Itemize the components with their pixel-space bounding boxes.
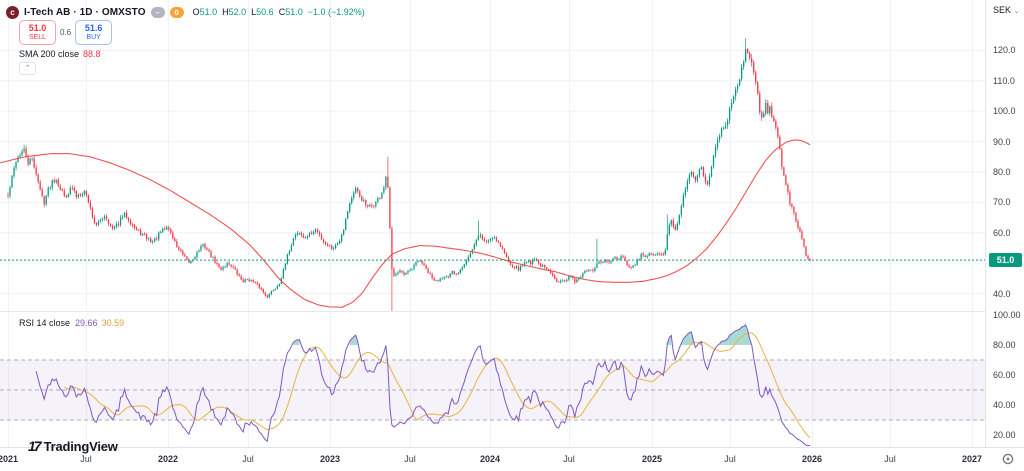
price-tick-label: 70.0 <box>993 197 1011 208</box>
rsi-tick-label: 20.00 <box>993 430 1016 440</box>
sma-legend[interactable]: SMA 200 close 88.8 <box>19 49 101 59</box>
time-tick-month: Jul <box>404 454 416 464</box>
currency-selector[interactable]: SEK ⌄ <box>993 5 1019 15</box>
time-tick-year: 2026 <box>801 454 823 464</box>
ohlc-item: C51.0 <box>278 7 303 17</box>
sell-button[interactable]: 51.0 SELL <box>19 20 56 45</box>
time-tick-year: 2023 <box>319 454 341 464</box>
ohlc-item: O51.0 <box>192 7 218 17</box>
spread-value: 0.6 <box>60 28 72 37</box>
price-tick-label: 110.0 <box>993 75 1015 86</box>
symbol-title[interactable]: I-Tech AB · 1D · OMXSTO <box>24 6 146 18</box>
price-tick-label: 40.0 <box>993 288 1011 299</box>
chevron-up-icon: ⌃ <box>24 65 31 72</box>
rsi-line <box>35 324 810 446</box>
time-tick-month: Jul <box>80 454 92 464</box>
change-value: −1.0 (−1.92%) <box>307 7 365 17</box>
collapse-legend-button[interactable]: ⌃ <box>19 62 36 75</box>
tradingview-mark-icon: 17 <box>28 438 42 454</box>
symbol-legend: c I-Tech AB · 1D · OMXSTO – 0 O51.0 H52.0… <box>6 3 365 21</box>
time-tick-year: 2027 <box>961 454 983 464</box>
rsi-tick-label: 80.00 <box>993 340 1016 350</box>
sma-label: SMA 200 close <box>19 49 80 59</box>
time-tick-year: 2025 <box>641 454 663 464</box>
rsi-ma-value: 30.59 <box>101 318 125 328</box>
sell-price: 51.0 <box>28 22 47 33</box>
ohlc-item: H52.0 <box>222 7 247 17</box>
gear-icon[interactable] <box>1001 452 1015 466</box>
trade-panel: 51.0 SELL 0.6 51.6 BUY <box>19 20 113 45</box>
chart-canvas[interactable] <box>0 0 985 447</box>
rsi-tick-label: 40.00 <box>993 400 1016 410</box>
rsi-label: RSI 14 close <box>19 318 71 328</box>
time-tick-month: Jul <box>242 454 254 464</box>
time-tick-year: 2024 <box>479 454 501 464</box>
sma-line <box>0 139 811 308</box>
time-tick-year: 2021 <box>0 454 19 464</box>
price-tick-label: 60.0 <box>993 227 1011 238</box>
buy-button[interactable]: 51.6 BUY <box>75 20 113 45</box>
ohlc-values: O51.0 H52.0 L50.6 C51.0 <box>193 7 303 17</box>
symbol-logo-icon: c <box>6 5 19 19</box>
rsi-tick-label: 100.00 <box>993 310 1021 320</box>
chevron-down-icon: ⌄ <box>1013 8 1020 15</box>
sma-value: 88.8 <box>83 49 101 59</box>
time-axis[interactable]: 2021 Jul 2022 Jul 2023 Jul 2024 Jul 2025 Jul 2026 J… <box>0 447 1024 471</box>
rsi-value: 29.66 <box>75 318 98 328</box>
last-price-badge: 51.0 <box>989 253 1022 268</box>
price-tick-label: 100.0 <box>993 106 1016 117</box>
minus-badge-icon[interactable]: – <box>150 6 165 18</box>
time-tick-month: Jul <box>563 454 575 464</box>
price-tick-label: 120.0 <box>993 45 1016 56</box>
rsi-legend[interactable]: RSI 14 close 29.66 30.59 <box>19 318 124 328</box>
time-tick-month: Jul <box>724 454 736 464</box>
time-tick-year: 2022 <box>157 454 179 464</box>
buy-label: BUY <box>86 33 101 41</box>
sell-label: SELL <box>28 33 47 41</box>
ohlc-item: L50.6 <box>251 7 274 17</box>
buy-price: 51.6 <box>84 22 103 33</box>
price-tick-label: 90.0 <box>993 136 1011 147</box>
count-badge[interactable]: 0 <box>169 6 184 18</box>
price-axis[interactable]: SEK ⌄ 51.0 120.0 110.0 100.0 90.0 80.0 70.0 60… <box>985 0 1024 447</box>
time-tick-month: Jul <box>884 454 896 464</box>
tradingview-wordmark: TradingView <box>43 438 118 454</box>
rsi-ma-line <box>64 332 811 438</box>
price-tick-label: 80.0 <box>993 166 1011 177</box>
rsi-tick-label: 60.00 <box>993 370 1016 380</box>
tradingview-logo[interactable]: 17 TradingView <box>28 438 118 454</box>
currency-label: SEK <box>993 5 1012 15</box>
